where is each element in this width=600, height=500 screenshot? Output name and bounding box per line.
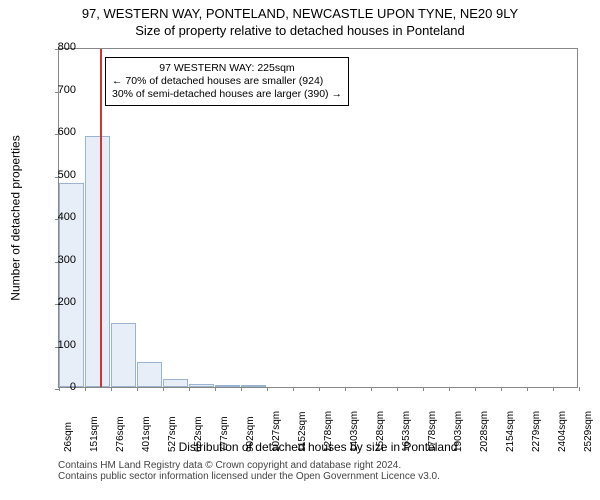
callout-line-1: 97 WESTERN WAY: 225sqm bbox=[112, 62, 342, 75]
footer-line-2: Contains public sector information licen… bbox=[58, 471, 578, 482]
property-callout: 97 WESTERN WAY: 225sqm← 70% of detached … bbox=[105, 57, 349, 106]
histogram-bar bbox=[137, 362, 162, 388]
y-tick-label: 400 bbox=[36, 211, 76, 223]
chart-title-subtitle: Size of property relative to detached ho… bbox=[0, 21, 600, 38]
plot-region: 26sqm151sqm276sqm401sqm527sqm652sqm777sq… bbox=[58, 48, 578, 388]
property-marker-line bbox=[100, 49, 102, 387]
footer-line-1: Contains HM Land Registry data © Crown c… bbox=[58, 460, 578, 471]
y-tick-label: 200 bbox=[36, 296, 76, 308]
histogram-bar bbox=[189, 384, 214, 387]
y-tick-label: 300 bbox=[36, 254, 76, 266]
histogram-bar bbox=[85, 136, 110, 387]
histogram-bar bbox=[215, 385, 240, 387]
y-tick-label: 800 bbox=[36, 41, 76, 53]
callout-line-2: ← 70% of detached houses are smaller (92… bbox=[112, 75, 342, 88]
callout-line-3: 30% of semi-detached houses are larger (… bbox=[112, 88, 342, 101]
histogram-bar bbox=[163, 379, 188, 388]
x-tick-label: 2529sqm bbox=[583, 428, 594, 452]
y-axis-label: Number of detached properties bbox=[6, 48, 26, 388]
histogram-bar bbox=[241, 385, 266, 387]
chart-title-address: 97, WESTERN WAY, PONTELAND, NEWCASTLE UP… bbox=[0, 0, 600, 21]
attribution-footer: Contains HM Land Registry data © Crown c… bbox=[58, 460, 578, 482]
y-tick-label: 500 bbox=[36, 169, 76, 181]
y-tick-label: 100 bbox=[36, 339, 76, 351]
y-tick-label: 0 bbox=[36, 381, 76, 393]
y-tick-label: 700 bbox=[36, 84, 76, 96]
histogram-bar bbox=[111, 323, 136, 387]
chart-area: 26sqm151sqm276sqm401sqm527sqm652sqm777sq… bbox=[58, 48, 578, 388]
x-axis-label: Distribution of detached houses by size … bbox=[58, 440, 578, 454]
y-tick-label: 600 bbox=[36, 126, 76, 138]
